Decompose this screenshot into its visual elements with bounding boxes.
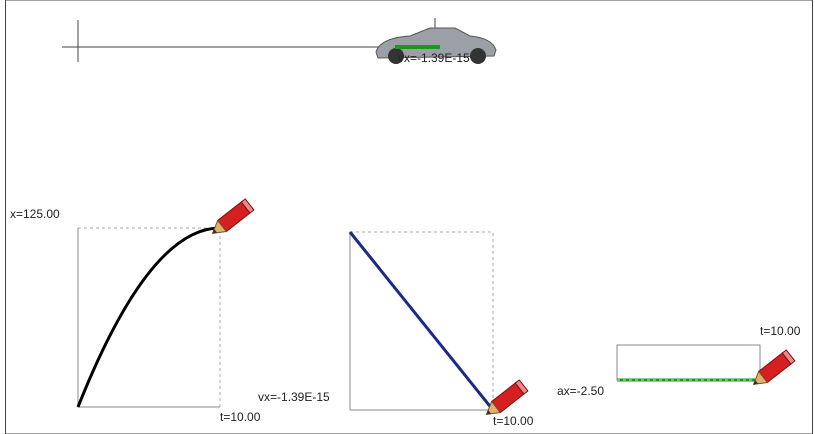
value-label: ax=-2.50 bbox=[557, 384, 604, 398]
value-label: vx=-1.39E-15 bbox=[258, 390, 330, 404]
time-label: t=10.00 bbox=[220, 410, 261, 424]
time-label: t=10.00 bbox=[760, 324, 801, 338]
car-label: vx=-1.39E-15 bbox=[398, 51, 470, 65]
simulation-canvas: vx=-1.39E-15 x=125.00 t=10.00 vx=-1.39E-… bbox=[0, 0, 815, 434]
time-label: t=10.00 bbox=[493, 414, 534, 428]
value-label: x=125.00 bbox=[10, 207, 60, 221]
